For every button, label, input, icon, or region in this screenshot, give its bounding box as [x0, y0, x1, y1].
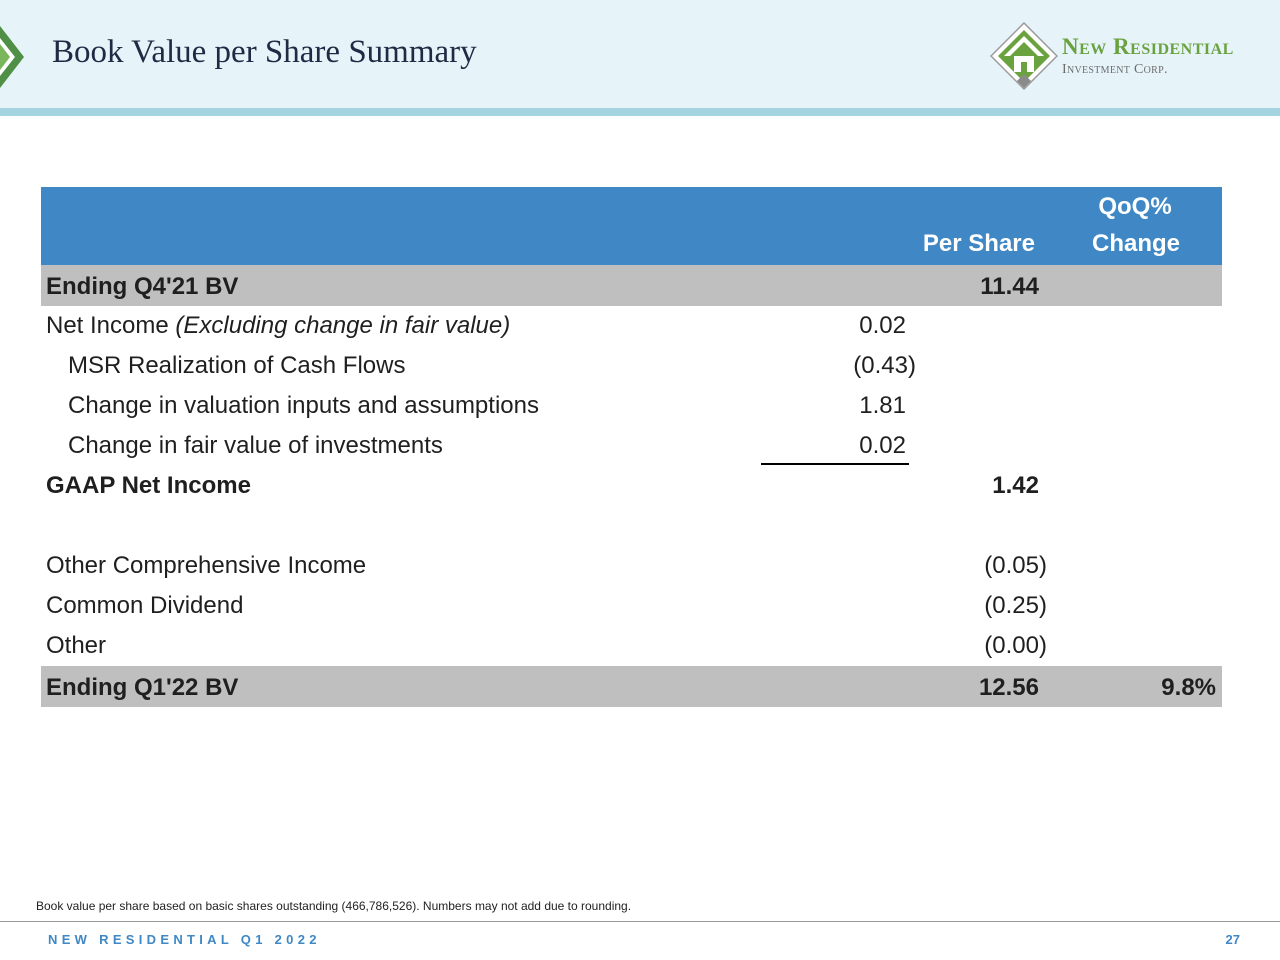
- table-header-row: QoQ% Per Share Change: [41, 187, 1222, 265]
- per-share-value: (0.05): [984, 552, 1047, 579]
- table-row: Change in fair value of investments 0.02: [41, 426, 1222, 466]
- row-label-text: Net Income: [46, 312, 169, 339]
- row-label: Net Income (Excluding change in fair val…: [46, 306, 510, 346]
- footer-label: NEW RESIDENTIAL Q1 2022: [48, 932, 321, 947]
- row-label-qualifier: (Excluding change in fair value): [175, 312, 511, 339]
- row-label: Common Dividend: [46, 592, 244, 619]
- column-header-qoq-line2: Change: [1092, 230, 1181, 257]
- qoq-change-value: 9.8%: [1161, 674, 1216, 701]
- spacer-row: [41, 506, 1222, 546]
- table-row: Change in valuation inputs and assumptio…: [41, 386, 1222, 426]
- column-header-per-share: Per Share: [922, 230, 1035, 257]
- table-row: MSR Realization of Cash Flows (0.43): [41, 346, 1222, 386]
- house-diamond-icon: [990, 22, 1058, 90]
- row-label: Change in fair value of investments: [68, 432, 443, 459]
- page-title: Book Value per Share Summary: [52, 34, 477, 70]
- table-row: GAAP Net Income 1.42: [41, 466, 1222, 506]
- slide-header: Book Value per Share Summary New Residen…: [0, 0, 1280, 108]
- detail-value: 0.02: [859, 432, 906, 459]
- detail-value: (0.43): [853, 352, 916, 379]
- table-row: Other (0.00): [41, 626, 1222, 666]
- row-label: Other: [46, 632, 107, 659]
- table-row: Ending Q1'22 BV 12.56 9.8%: [41, 666, 1222, 707]
- table-row: Ending Q4'21 BV 11.44: [41, 265, 1222, 306]
- row-label: Ending Q1'22 BV: [46, 674, 239, 701]
- row-label: Other Comprehensive Income: [46, 552, 367, 579]
- footnote: Book value per share based on basic shar…: [36, 899, 632, 913]
- row-label: Change in valuation inputs and assumptio…: [68, 392, 539, 419]
- company-logo: New Residential Investment Corp.: [990, 22, 1260, 90]
- per-share-value: 1.42: [992, 472, 1039, 499]
- page-number: 27: [1225, 932, 1240, 947]
- footer-divider: [0, 921, 1280, 922]
- row-label: GAAP Net Income: [46, 472, 251, 499]
- row-label: Ending Q4'21 BV: [46, 273, 239, 300]
- book-value-table: QoQ% Per Share Change Ending Q4'21 BV 11…: [41, 187, 1222, 707]
- per-share-value: (0.00): [984, 632, 1047, 659]
- per-share-value: 11.44: [980, 273, 1039, 300]
- subtotal-underline: [761, 463, 909, 465]
- header-divider: [0, 108, 1280, 116]
- table-row: Net Income (Excluding change in fair val…: [41, 306, 1222, 346]
- detail-value: 0.02: [859, 312, 906, 339]
- per-share-value: 12.56: [978, 674, 1039, 701]
- column-header-qoq-line1: QoQ%: [1098, 193, 1172, 220]
- chevron-right-icon: [0, 26, 24, 88]
- logo-company-name: New Residential: [1062, 34, 1234, 59]
- table-row: Common Dividend (0.25): [41, 586, 1222, 626]
- row-label: MSR Realization of Cash Flows: [68, 352, 406, 379]
- detail-value: 1.81: [859, 392, 906, 419]
- logo-company-subtitle: Investment Corp.: [1062, 62, 1168, 77]
- per-share-value: (0.25): [984, 592, 1047, 619]
- table-row: Other Comprehensive Income (0.05): [41, 546, 1222, 586]
